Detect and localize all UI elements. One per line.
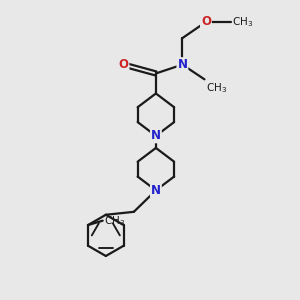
Text: CH$_3$: CH$_3$ xyxy=(232,15,254,29)
Text: O: O xyxy=(118,58,128,71)
Text: N: N xyxy=(177,58,188,71)
Text: CH$_3$: CH$_3$ xyxy=(206,82,227,95)
Text: N: N xyxy=(151,184,161,197)
Text: CH$_3$: CH$_3$ xyxy=(104,214,125,228)
Text: N: N xyxy=(151,129,161,142)
Text: O: O xyxy=(201,15,211,28)
